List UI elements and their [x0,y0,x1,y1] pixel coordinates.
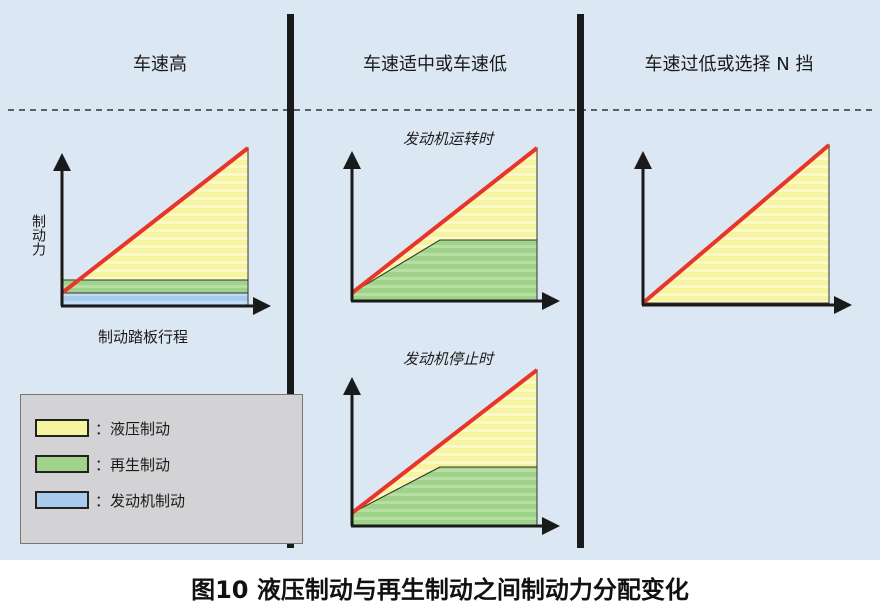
chart-high-speed [53,146,271,315]
legend-swatch-engine-brake [35,491,89,509]
total-force-line [641,143,831,305]
column-title-high-speed: 车速高 [133,54,187,75]
chart-engine-stopped [343,368,560,535]
subtitle-engine-running: 发动机运转时 [402,130,493,148]
y-axis-label: 制动力 [30,214,46,256]
legend-swatch-regenerative [35,455,89,473]
legend-swatch-hydraulic [35,419,89,437]
figure-caption: 图10 液压制动与再生制动之间制动力分配变化 [191,576,689,604]
total-force-line [350,146,539,295]
diagram-graphics [8,14,872,548]
total-force-line [350,368,539,515]
chart-engine-running [343,146,560,310]
legend-item-regenerative: ：再生制动 [35,453,170,475]
chart-neutral [634,143,852,314]
legend-item-engine-brake: ：发动机制动 [35,489,185,511]
x-axis-label: 制动踏板行程 [98,328,189,346]
legend-label-regenerative: ：再生制动 [95,455,171,474]
legend-label-hydraulic: ：液压制动 [95,419,171,438]
legend: ：液压制动 ：再生制动 ：发动机制动 [20,394,303,544]
area-regenerative [61,279,249,294]
column-title-medium-low-speed: 车速适中或车速低 [363,54,507,75]
column-title-neutral: 车速过低或选择 N 挡 [644,54,814,75]
column-divider-1 [287,14,294,548]
area-engine-brake [61,292,249,306]
legend-item-hydraulic: ：液压制动 [35,417,170,439]
column-divider-2 [577,14,584,548]
total-force-line [60,146,250,295]
legend-label-engine-brake: ：发动机制动 [95,491,186,510]
subtitle-engine-stopped: 发动机停止时 [402,350,493,368]
